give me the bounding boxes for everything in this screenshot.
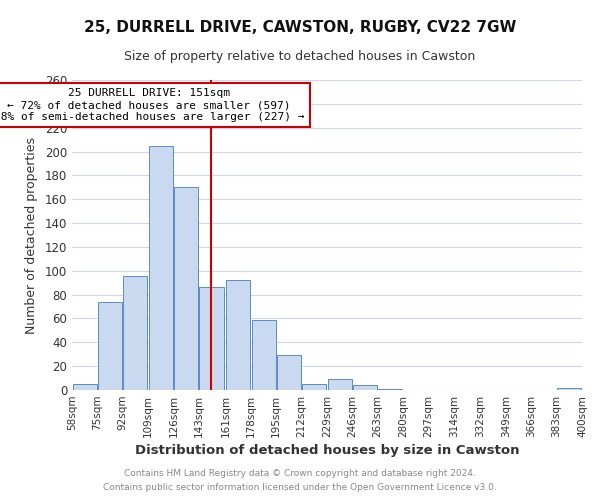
Bar [149, 146, 173, 390]
Bar [378, 389, 403, 390]
X-axis label: Distribution of detached houses by size in Cawston: Distribution of detached houses by size … [135, 444, 519, 457]
Bar [557, 388, 581, 390]
Text: 25, DURRELL DRIVE, CAWSTON, RUGBY, CV22 7GW: 25, DURRELL DRIVE, CAWSTON, RUGBY, CV22 … [84, 20, 516, 35]
Bar [251, 320, 276, 390]
Bar [199, 288, 224, 390]
Text: 25 DURRELL DRIVE: 151sqm
← 72% of detached houses are smaller (597)
28% of semi-: 25 DURRELL DRIVE: 151sqm ← 72% of detach… [0, 88, 304, 122]
Bar [98, 302, 122, 390]
Bar [328, 380, 352, 390]
Bar [174, 188, 198, 390]
Bar [302, 384, 326, 390]
Bar [353, 385, 377, 390]
Bar [277, 356, 301, 390]
Bar [73, 384, 97, 390]
Y-axis label: Number of detached properties: Number of detached properties [25, 136, 38, 334]
Text: Contains public sector information licensed under the Open Government Licence v3: Contains public sector information licen… [103, 484, 497, 492]
Text: Size of property relative to detached houses in Cawston: Size of property relative to detached ho… [124, 50, 476, 63]
Text: Contains HM Land Registry data © Crown copyright and database right 2024.: Contains HM Land Registry data © Crown c… [124, 468, 476, 477]
Bar [123, 276, 148, 390]
Bar [226, 280, 250, 390]
